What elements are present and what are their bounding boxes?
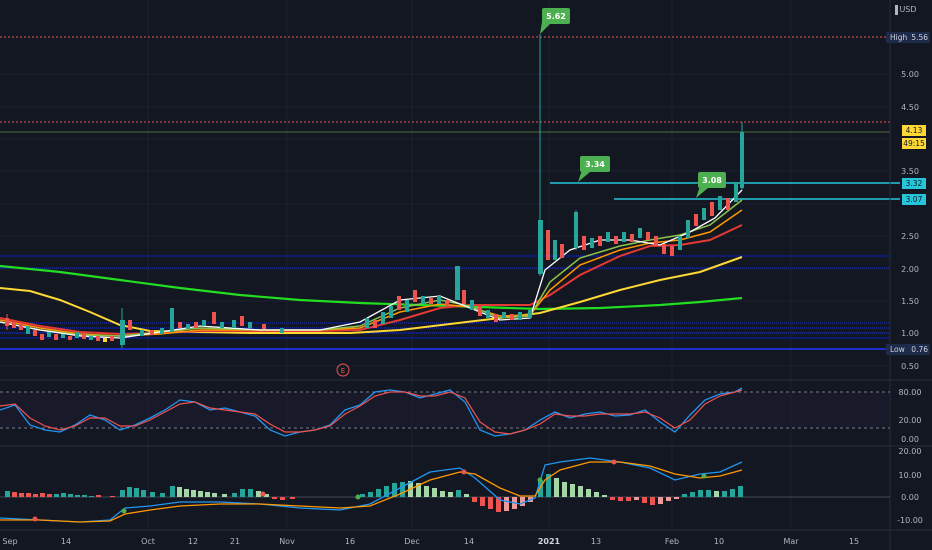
- callout-high[interactable]: 5.62: [540, 8, 570, 34]
- callout-low-label: 3.08: [702, 176, 722, 185]
- level-2-value: 3.07: [906, 195, 923, 204]
- level-tag-1: 3.32: [902, 178, 926, 189]
- time-tick: Sep: [2, 537, 17, 546]
- price-tick: 4.50: [901, 103, 919, 112]
- ema-white-line: [0, 189, 743, 339]
- last-price-value: 4.13: [906, 126, 923, 135]
- macd-histogram: [5, 474, 743, 512]
- high-tag: High 5.56: [886, 32, 930, 43]
- macd-line: [0, 457, 743, 523]
- callout-mid[interactable]: 3.34: [578, 156, 610, 182]
- price-axis[interactable]: USD 5.00 4.50 3.50 2.50 2.00 1.50 1.00 0…: [899, 5, 918, 371]
- time-tick: 14: [61, 537, 71, 546]
- ma-green-line: [0, 264, 743, 311]
- time-tick: Mar: [783, 537, 799, 546]
- time-tick: Nov: [279, 537, 295, 546]
- price-tick: 3.50: [901, 167, 919, 176]
- earnings-marker-label: E: [341, 367, 345, 375]
- blue-band-lines: [0, 255, 890, 339]
- callout-mid-label: 3.34: [585, 160, 605, 169]
- time-tick: 21: [230, 537, 240, 546]
- time-tick: 16: [345, 537, 355, 546]
- countdown-value: 49:15: [903, 139, 925, 148]
- macd-tick: 0.00: [901, 493, 919, 502]
- macd-signal-line: [0, 461, 743, 523]
- ma-yellow-line: [0, 256, 743, 334]
- stoch-k-line: [0, 387, 743, 437]
- price-tick: 1.00: [901, 329, 919, 338]
- scale-menu-icon[interactable]: [895, 5, 898, 15]
- callout-high-label: 5.62: [546, 12, 566, 21]
- time-tick: 15: [849, 537, 859, 546]
- candles[interactable]: [5, 34, 744, 348]
- macd-tick: -10.00: [897, 516, 923, 525]
- stoch-band: [0, 392, 890, 428]
- level-1-value: 3.32: [906, 179, 923, 188]
- time-tick: 14: [464, 537, 474, 546]
- low-tag: Low 0.76: [886, 344, 930, 355]
- callout-low[interactable]: 3.08: [696, 172, 726, 198]
- low-tag-label: Low: [890, 345, 905, 354]
- macd-cross-markers: [32, 459, 707, 522]
- high-tag-value: 5.56: [911, 33, 928, 42]
- stoch-tick: 20.00: [899, 416, 922, 425]
- time-tick: Feb: [665, 537, 679, 546]
- level-tag-2: 3.07: [902, 194, 926, 205]
- time-axis[interactable]: Sep 14 Oct 12 21 Nov 16 Dec 14 2021 13 F…: [2, 537, 859, 546]
- price-tick: 5.00: [901, 70, 919, 79]
- time-tick: 13: [591, 537, 601, 546]
- stoch-tick: 80.00: [899, 388, 922, 397]
- high-tag-label: High: [890, 33, 907, 42]
- grid: [0, 0, 890, 530]
- currency-label: USD: [899, 5, 916, 14]
- earnings-marker[interactable]: E: [336, 363, 350, 377]
- ema-orange-line: [0, 209, 743, 337]
- time-tick-year: 2021: [538, 537, 561, 546]
- macd-tick: 20.00: [899, 447, 922, 456]
- macd-axis[interactable]: 20.00 10.00 0.00 -10.00: [897, 447, 923, 525]
- stoch-d-line: [0, 389, 743, 435]
- time-tick: Oct: [141, 537, 155, 546]
- time-tick: 10: [714, 537, 724, 546]
- stoch-axis[interactable]: 80.00 20.00 0.00: [899, 388, 922, 444]
- stoch-tick: 0.00: [901, 435, 919, 444]
- time-tick: 12: [188, 537, 198, 546]
- price-tick: 0.50: [901, 362, 919, 371]
- ema-red-line: [0, 224, 743, 336]
- price-tick: 2.50: [901, 232, 919, 241]
- low-tag-value: 0.76: [911, 345, 928, 354]
- price-tick: 2.00: [901, 265, 919, 274]
- time-tick: Dec: [404, 537, 419, 546]
- macd-tick: 10.00: [899, 471, 922, 480]
- price-tick: 1.50: [901, 297, 919, 306]
- last-price-tag: 4.13 49:15: [902, 125, 926, 149]
